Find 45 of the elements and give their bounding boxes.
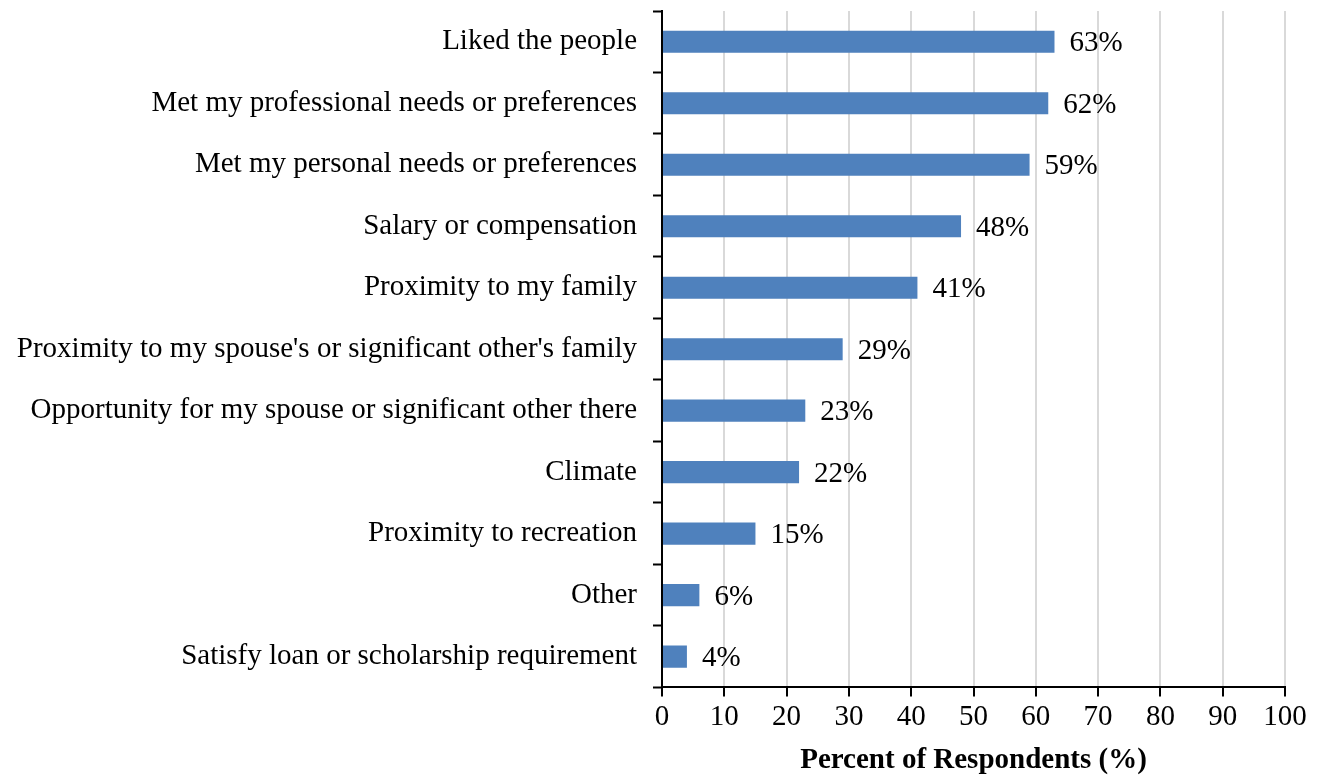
y-tick-label: Proximity to my family [363, 269, 638, 302]
bar [663, 92, 1049, 115]
bar [663, 338, 843, 361]
data-label: 63% [1069, 25, 1123, 58]
data-label: 62% [1063, 86, 1117, 119]
x-tick-label: 0 [654, 699, 670, 732]
bar [663, 645, 687, 668]
bar [663, 276, 918, 299]
x-tick-label: 80 [1145, 699, 1175, 732]
bar [663, 461, 800, 484]
data-label: 41% [932, 271, 986, 304]
x-tick-label: 20 [772, 699, 802, 732]
bar [663, 30, 1055, 53]
x-tick-label: 40 [896, 699, 926, 732]
y-tick-label: Proximity to recreation [368, 515, 638, 548]
y-tick-label: Met my personal needs or preferences [194, 146, 637, 179]
y-tick-label: Opportunity for my spouse or significant other there [30, 392, 637, 425]
bar [663, 584, 700, 607]
y-tick-label: Other [570, 576, 638, 609]
x-tick-label: 90 [1208, 699, 1238, 732]
data-label: 15% [770, 517, 824, 550]
data-label: 48% [976, 209, 1030, 242]
x-tick-label: 60 [1021, 699, 1051, 732]
bar [663, 522, 756, 545]
x-axis-title: Percent of Respondents (%) [800, 742, 1147, 776]
data-label: 29% [857, 332, 911, 365]
x-tick-label: 70 [1083, 699, 1113, 732]
bar [663, 215, 962, 238]
data-label: 6% [714, 578, 754, 611]
y-tick-label: Proximity to my spouse's or significant other's family [16, 330, 638, 363]
x-tick-label: 10 [709, 699, 739, 732]
y-tick-label: Salary or compensation [363, 207, 638, 240]
x-tick-label: 30 [834, 699, 864, 732]
y-tick-label: Met my professional needs or preferences [151, 84, 637, 117]
bar [663, 153, 1030, 176]
y-tick-label: Climate [545, 453, 637, 486]
y-tick-label: Satisfy loan or scholarship requirement [181, 638, 637, 671]
data-label: 22% [814, 455, 868, 488]
data-label: 23% [820, 394, 874, 427]
x-tick-label: 50 [959, 699, 988, 732]
y-tick-label: Liked the people [442, 23, 637, 56]
bar [663, 399, 806, 422]
data-label: 4% [701, 640, 741, 673]
x-tick-label: 100 [1263, 699, 1307, 732]
data-label: 59% [1044, 148, 1098, 181]
